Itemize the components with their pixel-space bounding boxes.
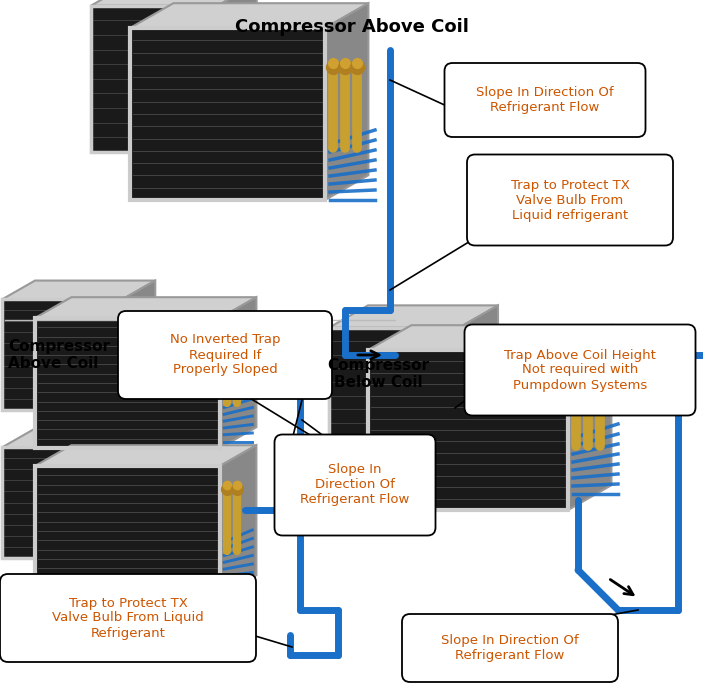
- FancyBboxPatch shape: [402, 614, 618, 682]
- Text: Trap to Protect TX
Valve Bulb From Liquid
Refrigerant: Trap to Protect TX Valve Bulb From Liqui…: [52, 597, 204, 639]
- Polygon shape: [2, 429, 155, 447]
- Polygon shape: [35, 297, 257, 318]
- Polygon shape: [325, 3, 368, 200]
- FancyBboxPatch shape: [444, 63, 645, 137]
- Text: Slope In Direction Of
Refrigerant Flow: Slope In Direction Of Refrigerant Flow: [441, 634, 579, 662]
- Polygon shape: [91, 0, 257, 6]
- Polygon shape: [130, 3, 368, 28]
- Polygon shape: [91, 6, 218, 152]
- Polygon shape: [35, 318, 220, 448]
- Polygon shape: [368, 350, 568, 510]
- Polygon shape: [220, 445, 257, 596]
- Polygon shape: [568, 325, 612, 510]
- FancyBboxPatch shape: [465, 325, 695, 415]
- Polygon shape: [2, 299, 122, 410]
- Polygon shape: [122, 429, 155, 558]
- Polygon shape: [2, 281, 155, 299]
- Text: Compressor
Below Coil: Compressor Below Coil: [327, 358, 429, 390]
- Polygon shape: [220, 297, 257, 448]
- FancyBboxPatch shape: [274, 434, 435, 535]
- Polygon shape: [329, 305, 498, 327]
- FancyBboxPatch shape: [467, 154, 673, 246]
- Polygon shape: [218, 0, 257, 152]
- FancyBboxPatch shape: [118, 311, 332, 399]
- Polygon shape: [2, 447, 122, 558]
- Text: Compressor Above Coil: Compressor Above Coil: [235, 18, 469, 36]
- Text: Trap Above Coil Height
Not required with
Pumpdown Systems: Trap Above Coil Height Not required with…: [504, 348, 656, 392]
- Polygon shape: [35, 445, 257, 466]
- FancyBboxPatch shape: [0, 574, 256, 662]
- Polygon shape: [459, 305, 498, 463]
- Polygon shape: [35, 466, 220, 596]
- Text: Compressor
Above Coil: Compressor Above Coil: [8, 339, 110, 371]
- Polygon shape: [122, 281, 155, 410]
- Text: Slope In Direction Of
Refrigerant Flow: Slope In Direction Of Refrigerant Flow: [476, 86, 614, 114]
- Polygon shape: [329, 327, 459, 463]
- Text: Slope In
Direction Of
Refrigerant Flow: Slope In Direction Of Refrigerant Flow: [300, 463, 410, 507]
- Text: No Inverted Trap
Required If
Properly Sloped: No Inverted Trap Required If Properly Sl…: [169, 334, 280, 376]
- Text: Trap to Protect TX
Valve Bulb From
Liquid refrigerant: Trap to Protect TX Valve Bulb From Liqui…: [510, 179, 629, 221]
- Polygon shape: [368, 325, 612, 350]
- Polygon shape: [130, 28, 325, 200]
